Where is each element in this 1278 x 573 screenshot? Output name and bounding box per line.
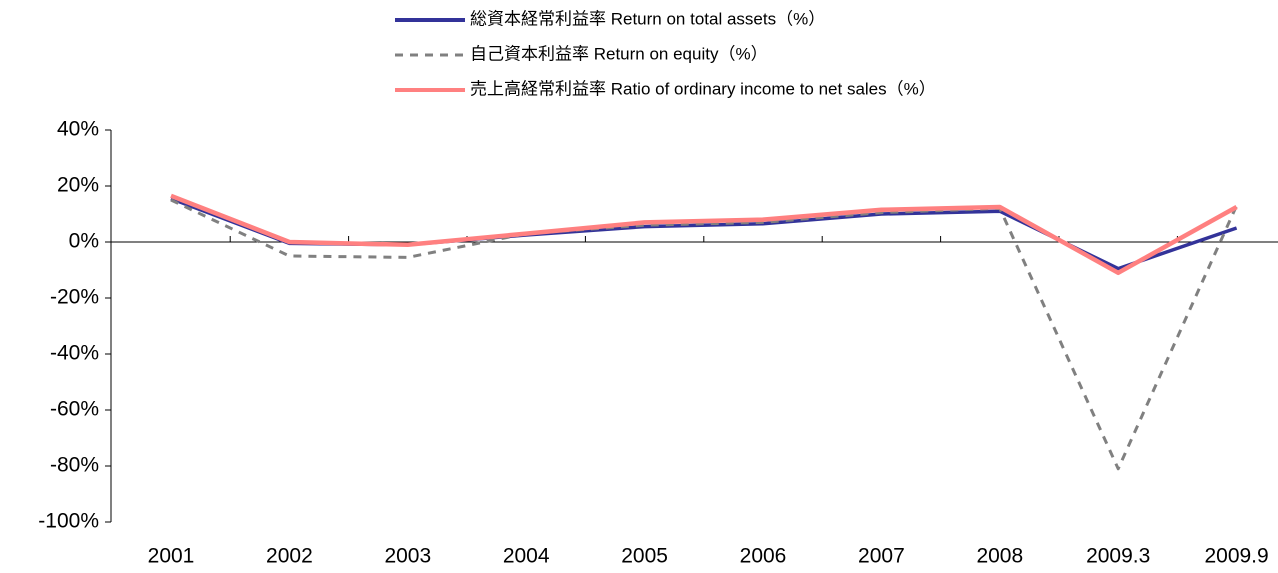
series-line — [170, 196, 1238, 271]
legend-label: 売上高経常利益率 Ratio of ordinary income to net… — [470, 79, 936, 98]
legend-label: 自己資本利益率 Return on equity（%） — [470, 44, 768, 63]
x-tick-label: 2003 — [384, 545, 431, 568]
x-tick-label: 2004 — [503, 545, 550, 568]
y-tick-label: 20% — [57, 174, 99, 197]
x-tick-label: 2007 — [858, 545, 905, 568]
x-tick-label: 2008 — [976, 545, 1023, 568]
y-tick-label: 0% — [69, 230, 99, 253]
y-tick-label: 40% — [57, 118, 99, 141]
x-tick-label: 2002 — [266, 545, 313, 568]
series-line — [170, 193, 1238, 276]
y-tick-label: -60% — [50, 398, 99, 421]
x-tick-label: 2009.3 — [1086, 545, 1150, 568]
y-tick-label: -20% — [50, 286, 99, 309]
x-tick-label: 2009.9 — [1204, 545, 1268, 568]
x-tick-label: 2006 — [740, 545, 787, 568]
y-tick-label: -80% — [50, 454, 99, 477]
legend-label: 総資本経常利益率 Return on total assets（%） — [470, 9, 825, 28]
y-tick-label: -40% — [50, 342, 99, 365]
x-tick-label: 2001 — [148, 545, 195, 568]
y-tick-label: -100% — [38, 510, 99, 533]
x-tick-label: 2005 — [621, 545, 668, 568]
